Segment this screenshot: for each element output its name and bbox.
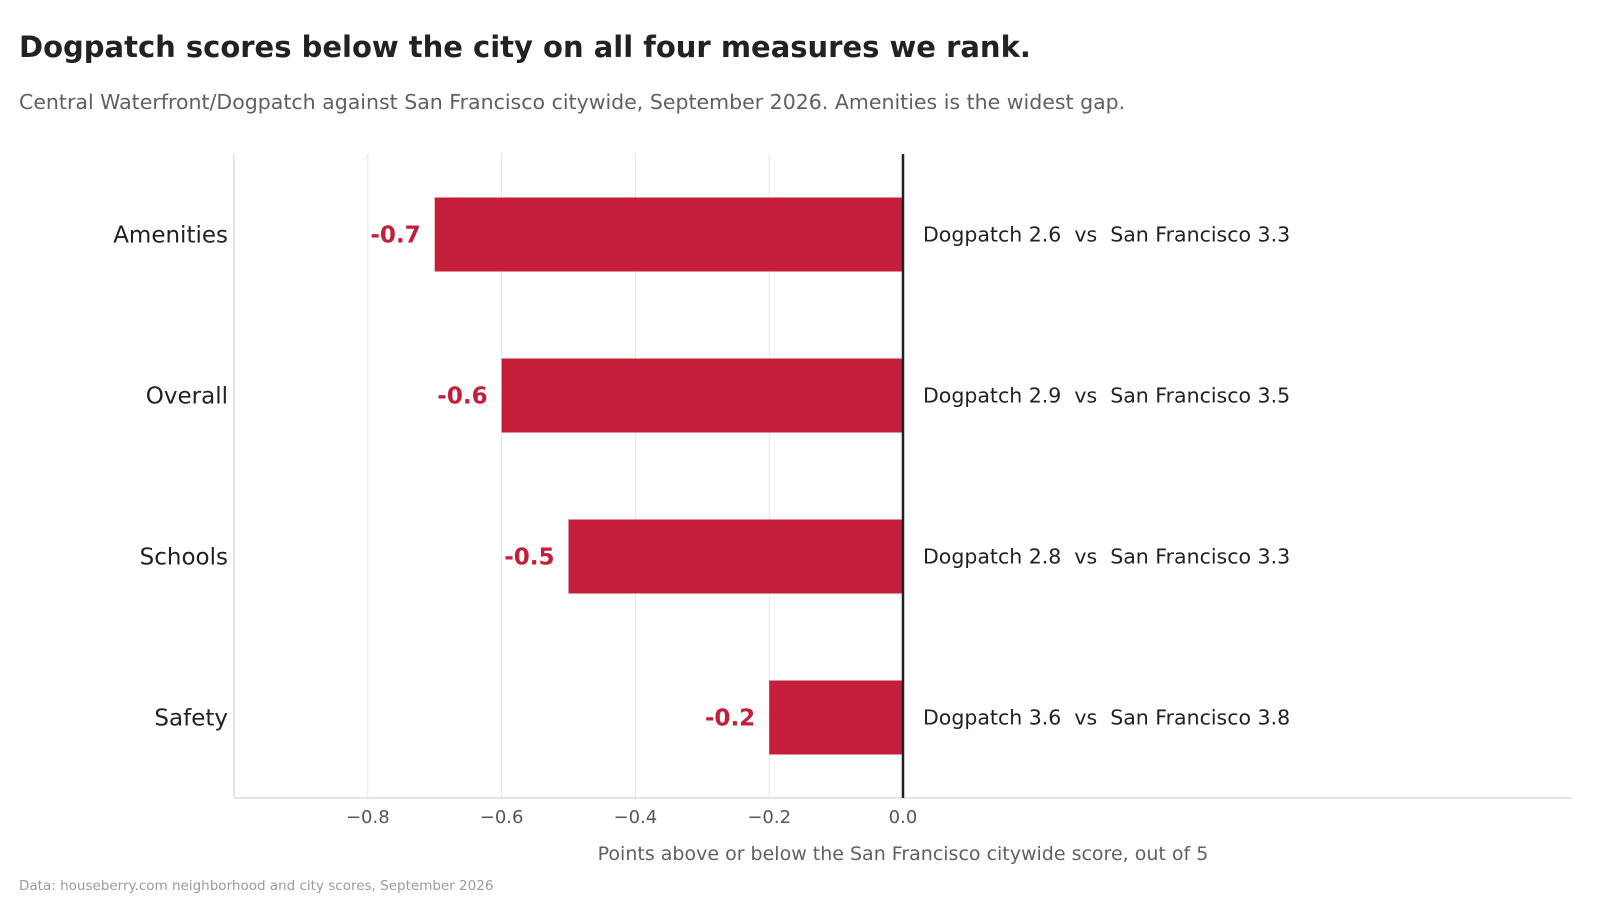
value-label: -0.2 <box>705 706 755 732</box>
comparison-label: Dogpatch 2.9 vs San Francisco 3.5 <box>923 384 1290 408</box>
comparison-label: Dogpatch 2.8 vs San Francisco 3.3 <box>923 545 1290 569</box>
data-labels: Amenities -0.7 Dogpatch 2.6 vs San Francis… <box>113 154 1290 798</box>
x-tick-label: −0.8 <box>346 807 390 828</box>
bars <box>434 197 903 755</box>
x-axis-ticks: −0.8 −0.6 −0.4 −0.2 0.0 <box>346 807 917 828</box>
bar-schools <box>568 519 903 594</box>
x-axis-label: Points above or below the San Francisco … <box>598 843 1209 865</box>
bar-overall <box>501 358 903 433</box>
value-label: -0.7 <box>370 223 420 249</box>
category-label: Overall <box>146 384 228 410</box>
category-label: Amenities <box>113 223 228 249</box>
category-label: Schools <box>140 545 228 571</box>
comparison-label: Dogpatch 3.6 vs San Francisco 3.8 <box>923 706 1290 730</box>
bar-amenities <box>434 197 903 272</box>
comparison-label: Dogpatch 2.6 vs San Francisco 3.3 <box>923 223 1290 247</box>
category-label: Safety <box>154 706 228 732</box>
chart-title: Dogpatch scores below the city on all fo… <box>19 30 1031 64</box>
source-note: Data: houseberry.com neighborhood and ci… <box>19 878 493 894</box>
x-tick-label: −0.6 <box>480 807 524 828</box>
chart-subtitle: Central Waterfront/Dogpatch against San … <box>19 90 1125 114</box>
x-tick-label: −0.2 <box>747 807 791 828</box>
value-label: -0.6 <box>437 384 487 410</box>
x-tick-label: −0.4 <box>614 807 658 828</box>
x-tick-label: 0.0 <box>889 807 918 828</box>
bar-safety <box>769 680 903 755</box>
value-label: -0.5 <box>504 545 554 571</box>
